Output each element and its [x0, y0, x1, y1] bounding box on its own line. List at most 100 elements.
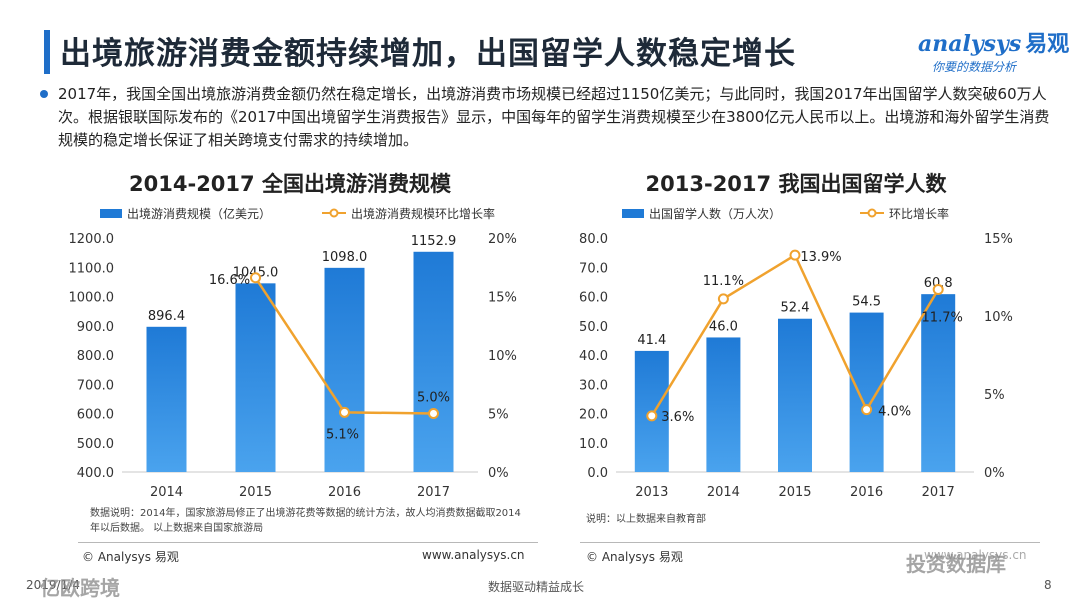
bar [146, 326, 187, 472]
legend-bar-label: 出境游消费规模（亿美元） [127, 206, 271, 221]
x-tick-label: 2014 [150, 485, 183, 500]
y2-tick-label: 15% [488, 291, 517, 306]
legend-line-label: 环比增长率 [889, 206, 949, 221]
growth-label: 11.7% [922, 310, 963, 325]
growth-point [717, 293, 729, 305]
legend-bar-swatch [100, 209, 122, 218]
bar [706, 337, 741, 472]
y2-tick-label: 15% [984, 232, 1013, 247]
page-number: 8 [1044, 578, 1052, 592]
growth-label: 16.6% [209, 273, 250, 288]
growth-point [250, 272, 261, 284]
y-tick-label: 900.0 [77, 320, 114, 335]
growth-point [861, 404, 873, 416]
y2-tick-label: 10% [488, 349, 517, 364]
y-tick-label: 700.0 [77, 378, 114, 393]
y2-tick-label: 20% [488, 232, 517, 247]
right-chart: 出国留学人数（万人次） 环比增长率 0.0 10.0 20.0 30.0 40.0 50.0 6… [579, 206, 1013, 500]
logo-brand: nalysys [932, 31, 1022, 57]
left-chart: 出境游消费规模（亿美元） 出境游消费规模环比增长率 400.0 500.0 600.0 7… [69, 206, 517, 500]
y-tick-label: 70.0 [579, 261, 608, 276]
watermark-left: 亿欧跨境 [40, 576, 120, 600]
watermark-right: 投资数据库 [906, 552, 1006, 576]
y-tick-label: 600.0 [77, 408, 114, 423]
growth-point [789, 249, 801, 261]
growth-point [932, 283, 944, 295]
growth-label: 11.1% [703, 274, 744, 289]
intro-paragraph: 2017年，我国全国出境旅游消费金额仍然在稳定增长，出境游消费市场规模已经超过1… [58, 85, 1050, 149]
growth-label: 5.1% [326, 427, 359, 442]
x-tick-label: 2013 [635, 485, 668, 500]
bar-value-label: 896.4 [148, 309, 185, 324]
bar-value-label: 52.4 [781, 301, 810, 316]
x-tick-label: 2015 [239, 485, 272, 500]
y2-tick-label: 0% [984, 466, 1005, 481]
bar [324, 267, 365, 472]
right-data-note: 说明：以上数据来自教育部 [586, 514, 706, 525]
legend-bar-label: 出国留学人数（万人次） [649, 206, 781, 221]
y-tick-label: 30.0 [579, 378, 608, 393]
bar [235, 283, 276, 472]
legend-line-label: 出境游消费规模环比增长率 [351, 206, 495, 221]
title-accent-bar [44, 30, 50, 74]
y-tick-label: 400.0 [77, 466, 114, 481]
growth-point [646, 410, 658, 422]
right-divider [580, 542, 1040, 543]
left-copyright: © Analysys 易观 [82, 550, 179, 564]
y-tick-label: 800.0 [77, 349, 114, 364]
bar-value-label: 60.8 [924, 276, 953, 291]
bar [778, 318, 812, 472]
y2-tick-label: 0% [488, 466, 509, 481]
right-copyright: © Analysys 易观 [586, 550, 683, 564]
bar-value-label: 1098.0 [322, 250, 368, 265]
y-tick-label: 500.0 [77, 437, 114, 452]
growth-point [339, 406, 350, 418]
growth-label: 5.0% [417, 391, 450, 406]
growth-label: 4.0% [878, 405, 911, 420]
y-tick-label: 10.0 [579, 437, 608, 452]
right-url: www.analysys.cn [924, 548, 1027, 562]
logo-brand-cn: 易观 [1025, 32, 1070, 57]
bar [921, 294, 956, 472]
page-title: 出境旅游消费金额持续增加，出国留学人数稳定增长 [60, 36, 796, 72]
y-tick-label: 0.0 [587, 466, 608, 481]
y-tick-label: 1200.0 [69, 232, 115, 247]
bar-value-label: 46.0 [709, 319, 738, 334]
y-tick-label: 1000.0 [69, 291, 115, 306]
y-tick-label: 60.0 [579, 291, 608, 306]
legend-line-marker [329, 208, 339, 218]
x-tick-label: 2016 [328, 485, 361, 500]
left-chart-title: 2014-2017 全国出境游消费规模 [129, 172, 451, 196]
logo-tagline: 你要的数据分析 [932, 60, 1017, 74]
bar-value-label: 54.5 [852, 295, 881, 310]
left-data-note: 数据说明：2014年，国家旅游局修正了出境游花费等数据的统计方法，故人均消费数据… [90, 508, 521, 534]
y-tick-label: 40.0 [579, 349, 608, 364]
bar-value-label: 41.4 [637, 333, 666, 348]
y-tick-label: 1100.0 [69, 261, 115, 276]
footer-slogan: 数据驱动精益成长 [488, 580, 585, 594]
bullet-dot-icon [40, 90, 48, 98]
analysys-logo: analysys 易观 你要的数据分析 [918, 26, 1070, 76]
legend-line-marker [867, 208, 877, 218]
growth-point [428, 408, 439, 419]
right-chart-title: 2013-2017 我国出国留学人数 [645, 172, 947, 196]
y2-tick-label: 5% [488, 408, 509, 423]
x-tick-label: 2017 [417, 485, 450, 500]
x-tick-label: 2015 [778, 485, 811, 500]
y-tick-label: 20.0 [579, 408, 608, 423]
growth-label: 3.6% [661, 410, 694, 425]
x-tick-label: 2017 [922, 485, 955, 500]
y-tick-label: 50.0 [579, 320, 608, 335]
footer-date: 2019/1/4 [26, 578, 80, 592]
bar [413, 251, 454, 472]
bar-value-label: 1152.9 [411, 234, 457, 249]
x-tick-label: 2014 [707, 485, 740, 500]
growth-label: 13.9% [800, 250, 841, 265]
left-url: www.analysys.cn [422, 548, 525, 562]
y2-tick-label: 10% [984, 310, 1013, 325]
x-tick-label: 2016 [850, 485, 883, 500]
left-divider [78, 542, 538, 543]
y2-tick-label: 5% [984, 388, 1005, 403]
bar [849, 312, 884, 472]
legend-bar-swatch [622, 209, 644, 218]
